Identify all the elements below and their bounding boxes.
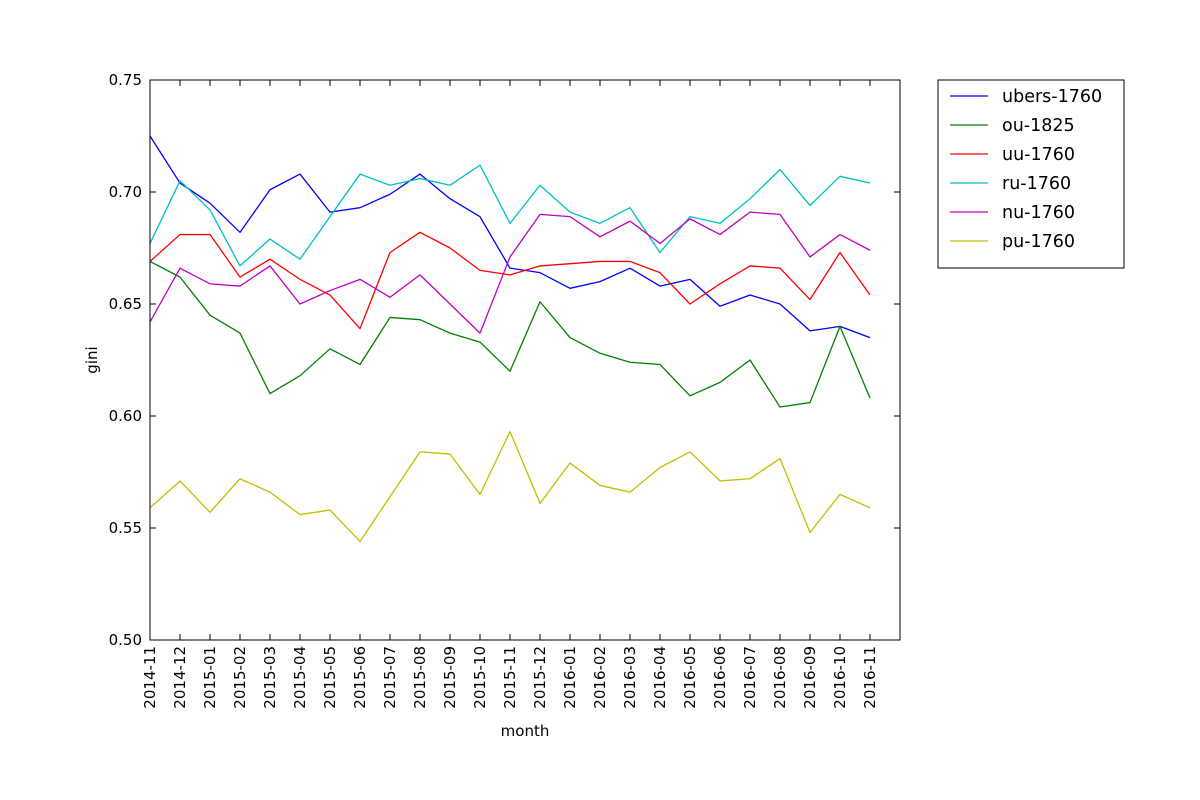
x-tick-label: 2015-05 [321, 646, 339, 709]
plot-frame [149, 79, 901, 641]
y-tick-label: 0.75 [109, 71, 142, 89]
x-tick-label: 2015-08 [411, 646, 429, 709]
legend-label-pu-1760: pu-1760 [1002, 232, 1075, 252]
x-tick-label: 2016-04 [651, 646, 669, 709]
x-tick-label: 2016-03 [621, 646, 639, 709]
x-tick-label: 2015-07 [381, 646, 399, 709]
series-line-nu-1760 [149, 211, 871, 334]
x-tick-label: 2016-10 [831, 646, 849, 709]
x-tick-label: 2014-11 [141, 646, 159, 709]
y-tick-label: 0.50 [109, 631, 142, 649]
x-tick-label: 2015-09 [441, 646, 459, 709]
x-tick-label: 2016-02 [591, 646, 609, 709]
x-tick-label: 2015-12 [531, 646, 549, 709]
legend-label-ru-1760: ru-1760 [1002, 174, 1071, 194]
y-tick-label: 0.70 [109, 183, 142, 201]
x-tick-label: 2016-11 [861, 646, 879, 709]
x-tick-label: 2016-08 [771, 646, 789, 709]
plot-area [149, 135, 871, 543]
axes: 0.50 0.55 0.60 0.65 0.70 0.75 2014-11 2014-12 20… [83, 71, 901, 740]
series-line-ou-1825 [149, 260, 871, 408]
y-axis-title: gini [83, 346, 101, 373]
series-line-uu-1760 [149, 231, 871, 330]
x-tick-label: 2015-01 [201, 646, 219, 709]
x-tick-label: 2015-03 [261, 646, 279, 709]
x-tick-label: 2015-02 [231, 646, 249, 709]
y-tick-label: 0.60 [109, 407, 142, 425]
series-line-pu-1760 [149, 431, 871, 543]
y-tick-label: 0.55 [109, 519, 142, 537]
series-line-ru-1760 [149, 164, 871, 267]
legend-label-uu-1760: uu-1760 [1002, 145, 1075, 165]
legend-label-ubers-1760: ubers-1760 [1002, 87, 1102, 107]
x-tick-label: 2015-06 [351, 646, 369, 709]
series-line-ubers-1760 [149, 135, 871, 339]
legend-box [937, 79, 1125, 269]
x-tick-label: 2014-12 [171, 646, 189, 709]
legend-label-ou-1825: ou-1825 [1002, 116, 1075, 136]
x-tick-label: 2015-11 [501, 646, 519, 709]
x-tick-label: 2016-07 [741, 646, 759, 709]
x-tick-label: 2016-09 [801, 646, 819, 709]
x-tick-label: 2015-04 [291, 646, 309, 709]
legend[interactable]: ubers-1760 ou-1825 uu-1760 ru-1760 nu-1760 pu… [937, 79, 1125, 269]
x-tick-label: 2015-10 [471, 646, 489, 709]
legend-label-nu-1760: nu-1760 [1002, 203, 1075, 223]
y-tick-label: 0.65 [109, 295, 142, 313]
x-tick-label: 2016-01 [561, 646, 579, 709]
x-tick-label: 2016-06 [711, 646, 729, 709]
x-tick-label: 2016-05 [681, 646, 699, 709]
x-axis-title: month [501, 722, 550, 740]
